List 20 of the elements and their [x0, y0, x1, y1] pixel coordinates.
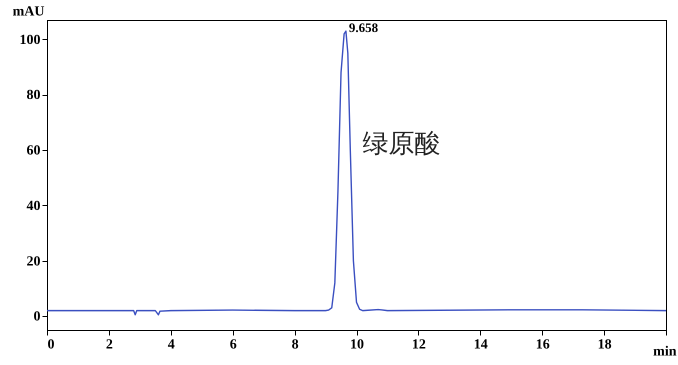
x-tick-label: 14	[474, 338, 488, 352]
x-tick-label: 2	[106, 338, 113, 352]
x-tick-label: 8	[292, 338, 299, 352]
x-tick-label: 0	[48, 338, 54, 352]
y-tick-label: 80	[26, 88, 40, 104]
y-tick-label: 60	[26, 144, 40, 159]
x-tick-label: 6	[230, 338, 237, 352]
x-tick-label: 10	[350, 338, 364, 352]
annotation: 9.658	[348, 20, 379, 36]
y-tick-label: 40	[26, 198, 40, 214]
x-tick-label: 12	[412, 338, 426, 352]
y-tick-label: 20	[26, 254, 40, 270]
y-tick-label: 0	[34, 310, 40, 325]
x-tick-label: 18	[598, 338, 612, 352]
y-tick-label: 100	[20, 32, 40, 48]
y-axis-title: mAU	[12, 4, 44, 20]
annotation: 绿原酸	[362, 129, 441, 159]
x-tick-label: 16	[536, 338, 550, 352]
x-axis-title: min	[653, 344, 677, 360]
x-tick-label: 4	[168, 338, 175, 352]
